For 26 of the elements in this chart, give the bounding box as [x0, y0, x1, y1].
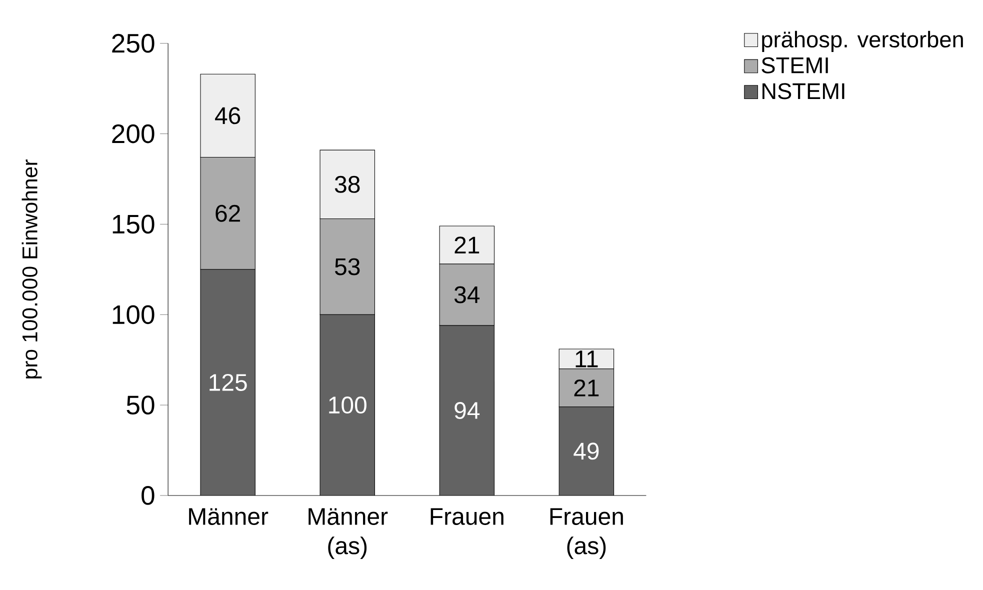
x-tick-label: Frauen: [430, 508, 504, 525]
data-label: 38: [334, 176, 360, 193]
data-label: 46: [215, 107, 240, 124]
data-label: 21: [574, 379, 599, 396]
y-tick-label: 250: [112, 34, 154, 53]
legend-label: NSTEMI: [762, 83, 844, 100]
data-label: 62: [216, 204, 240, 222]
data-label: 125: [210, 374, 247, 391]
y-tick-label: 50: [126, 396, 154, 414]
legend-label: STEMI: [762, 57, 828, 74]
y-tick-label: 150: [112, 214, 154, 234]
x-tick-label: Männer: [189, 508, 268, 525]
x-tick-label: Männer (as): [308, 508, 388, 559]
legend-label: prähosp. verstorben: [762, 30, 963, 52]
data-label: 53: [334, 258, 360, 276]
y-tick-label: 0: [142, 486, 154, 505]
x-tick-label: Frauen (as): [550, 508, 623, 559]
data-label: 100: [329, 396, 366, 414]
data-label: 21: [454, 236, 480, 254]
y-axis-title: pro 100.000 Einwohner: [22, 159, 42, 378]
data-label: 11: [576, 350, 598, 368]
y-tick-label: 100: [112, 305, 154, 324]
data-label: 94: [454, 402, 480, 419]
data-label: 49: [574, 442, 599, 460]
data-label: 34: [454, 286, 480, 304]
y-tick-label: 200: [112, 124, 154, 144]
